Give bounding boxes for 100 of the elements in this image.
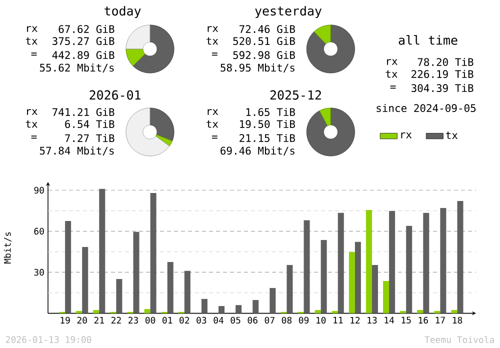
- x-tick-label: 14: [384, 316, 394, 324]
- bar: [150, 192, 156, 314]
- chart-title: 2026-01: [90, 90, 140, 100]
- x-tick-label: 23: [128, 316, 138, 324]
- text: =: [31, 52, 37, 56]
- bar: [270, 288, 276, 314]
- bar: [372, 265, 378, 314]
- text: all time: [398, 35, 458, 45]
- x-tick-label: 16: [418, 316, 428, 324]
- bar: [286, 265, 293, 314]
- text: 55.62 Mbit/s: [40, 64, 114, 72]
- text: =: [390, 86, 396, 89]
- legend-label: tx: [446, 132, 458, 139]
- bar: [406, 226, 412, 314]
- bar: [423, 212, 430, 314]
- bar: [320, 240, 327, 314]
- chart-title: today: [104, 6, 141, 18]
- bar: [76, 310, 82, 314]
- bar: [133, 232, 140, 314]
- x-tick-label: 18: [452, 316, 462, 324]
- bar: [400, 310, 406, 314]
- x-tick-label: 15: [402, 316, 411, 324]
- bar: [440, 208, 446, 314]
- x-tick-label: 02: [180, 316, 190, 324]
- text: rx: [27, 109, 38, 115]
- x-tick-label: 11: [334, 316, 343, 324]
- text: 58.95 Mbit/s: [220, 64, 294, 72]
- bar: [417, 310, 424, 314]
- bar: [457, 201, 464, 314]
- bar: [434, 310, 440, 314]
- bar: [314, 310, 321, 314]
- y-tick-label: 30: [34, 268, 44, 276]
- text: tx: [26, 37, 38, 45]
- bar: [144, 309, 150, 314]
- bar: [383, 281, 390, 314]
- x-tick-label: 19: [60, 316, 70, 324]
- x-tick-label: 06: [248, 316, 258, 324]
- text: 592.98 GiB: [233, 50, 295, 60]
- bar: [451, 310, 458, 314]
- x-tick-label: 03: [196, 316, 206, 324]
- text: 78.20 TiB: [418, 58, 474, 66]
- text: 7.27 TiB: [65, 134, 114, 142]
- text: =: [212, 136, 218, 139]
- x-tick-label: 17: [436, 316, 445, 324]
- bar: [338, 212, 344, 314]
- bar: [389, 210, 396, 314]
- x-tick-label: 09: [298, 316, 309, 324]
- bar: [99, 188, 106, 314]
- text: 57.84 Mbit/s: [40, 146, 114, 156]
- x-tick-label: 13: [368, 316, 377, 324]
- bar: [354, 242, 361, 314]
- text: 69.46 Mbit/s: [220, 146, 294, 156]
- legend-label: rx: [401, 132, 412, 138]
- chart-title: yesterday: [255, 6, 322, 18]
- y-tick-label: 60: [34, 228, 44, 235]
- text: 375.27 GiB: [52, 36, 114, 46]
- text: 442.89 GiB: [52, 50, 114, 60]
- text: 304.39 TiB: [412, 84, 474, 92]
- bar: [116, 278, 122, 314]
- text: rx: [208, 26, 218, 32]
- text: =: [212, 52, 218, 56]
- text: tx: [206, 120, 218, 128]
- text: tx: [386, 70, 398, 78]
- x-tick-label: 07: [264, 316, 274, 324]
- text: rx: [208, 109, 218, 115]
- bar: [93, 310, 100, 314]
- bar: [252, 300, 259, 314]
- bar: [332, 310, 338, 314]
- x-tick-label: 12: [350, 316, 360, 324]
- bar: [65, 220, 72, 314]
- y-axis-title: Mbit/s: [4, 232, 12, 264]
- chart-title: 2025-12: [270, 90, 321, 100]
- bar: [236, 305, 242, 314]
- text: 72.46 GiB: [240, 24, 295, 34]
- text: 1.65 TiB: [246, 108, 295, 116]
- bar: [348, 252, 355, 314]
- text: 520.51 GiB: [233, 36, 295, 46]
- bar: [167, 262, 174, 314]
- text: 2026-01-13 19:00: [6, 336, 92, 343]
- text: tx: [206, 37, 218, 45]
- bar: [184, 270, 190, 314]
- text: rx: [387, 59, 398, 65]
- text: since 2024-09-05: [376, 104, 476, 112]
- x-tick-label: 05: [230, 316, 240, 324]
- x-tick-label: 21: [94, 316, 104, 324]
- y-tick-label: 90: [34, 186, 44, 194]
- x-tick-label: 08: [282, 316, 292, 324]
- bar: [82, 246, 88, 314]
- x-tick-label: 20: [77, 316, 87, 324]
- text: tx: [26, 120, 38, 128]
- text: 21.15 TiB: [240, 134, 295, 142]
- bar: [218, 306, 225, 314]
- text: 6.54 TiB: [65, 120, 114, 128]
- text: Teemu Toivola: [424, 336, 494, 344]
- text: 19.50 TiB: [240, 120, 295, 128]
- x-tick-label: 04: [214, 316, 224, 324]
- bar: [366, 210, 372, 314]
- bar: [304, 220, 310, 314]
- text: 226.19 TiB: [412, 70, 474, 78]
- text: 67.62 GiB: [58, 24, 114, 34]
